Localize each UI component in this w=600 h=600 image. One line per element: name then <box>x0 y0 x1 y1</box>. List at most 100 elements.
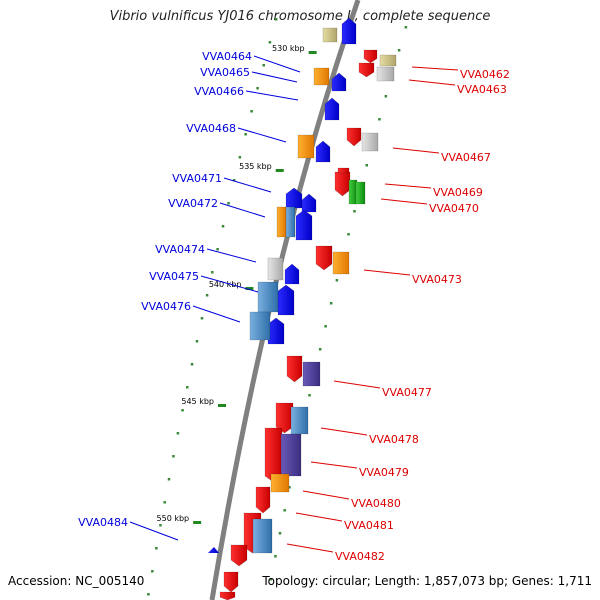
gene-label: VVA0471 <box>172 172 222 185</box>
guide-dot <box>205 294 209 297</box>
gene-label: VVA0473 <box>412 273 462 286</box>
gene-arrow <box>223 571 239 593</box>
summary-text: Topology: circular; Length: 1,857,073 bp… <box>262 574 592 588</box>
gene-leader-line <box>219 202 266 218</box>
gene-arrow <box>363 49 378 64</box>
gene-label: VVA0484 <box>78 516 128 529</box>
gene-arrow <box>315 245 333 271</box>
gene-label: VVA0481 <box>344 519 394 532</box>
guide-dot <box>318 348 322 351</box>
gene-arrow <box>297 134 315 159</box>
guide-dot <box>211 271 214 274</box>
gene-label: VVA0468 <box>186 122 236 135</box>
gene-arrow <box>358 62 375 78</box>
gene-label: VVA0477 <box>382 386 432 399</box>
guide-dot <box>256 87 259 90</box>
map-title: Vibrio vulnificus YJ016 chromosome II, c… <box>109 9 491 24</box>
guide-dot <box>167 478 171 481</box>
guide-dot <box>365 164 368 167</box>
gene-arrow <box>208 547 219 553</box>
gene-label: VVA0472 <box>168 197 218 210</box>
guide-dot <box>288 486 291 489</box>
gene-arrow <box>219 591 236 600</box>
gene-leader-line <box>333 380 381 389</box>
tick-label: 535 kbp <box>239 162 272 171</box>
tick-mark <box>245 287 254 290</box>
gene-arrow <box>355 181 366 205</box>
gene-leader-line <box>302 490 350 500</box>
gene-leader-line <box>363 269 411 276</box>
guide-dot <box>155 547 158 550</box>
gene-arrow <box>313 67 330 86</box>
guide-dot <box>244 133 247 136</box>
gene-leader-line <box>237 127 287 143</box>
gene-label: VVA0464 <box>202 50 252 63</box>
gene-arrow <box>255 486 271 514</box>
guide-dot <box>185 386 189 389</box>
gene-leader-line <box>206 248 257 263</box>
gene-arrow <box>285 206 296 238</box>
gene-label: VVA0467 <box>441 151 491 164</box>
backbone <box>209 0 361 600</box>
gene-arrow <box>295 209 313 241</box>
guide-dot <box>324 325 327 328</box>
guide-dot <box>221 225 225 228</box>
gene-label: VVA0478 <box>369 433 419 446</box>
guide-dot <box>308 394 311 397</box>
gene-label: VVA0469 <box>433 186 483 199</box>
gene-arrow <box>290 406 309 435</box>
tick-label: 545 kbp <box>181 397 214 406</box>
guide-dot <box>216 248 219 251</box>
gene-label: VVA0462 <box>460 68 510 81</box>
gene-arrow <box>322 27 338 43</box>
gene-arrow <box>331 72 347 92</box>
gene-arrow <box>275 402 294 434</box>
gene-arrow <box>302 361 321 387</box>
gene-leader-line <box>320 427 368 436</box>
tick-label: 550 kbp <box>157 514 190 523</box>
guide-dot <box>250 110 253 113</box>
gene-arrow <box>334 171 351 197</box>
gene-arrow <box>379 54 397 67</box>
guide-dot <box>397 49 401 52</box>
gene-layer <box>208 17 397 600</box>
gene-leader-line <box>192 305 241 323</box>
gene-arrow <box>324 97 340 121</box>
guide-dot <box>151 570 154 573</box>
guide-dot <box>232 179 236 182</box>
guide-dot <box>172 455 175 458</box>
gene-label: VVA0474 <box>155 243 205 256</box>
gene-arrow <box>249 311 271 341</box>
gene-leader-line <box>200 275 259 293</box>
gene-label: VVA0466 <box>194 85 244 98</box>
gene-arrow <box>276 206 287 238</box>
gene-label: VVA0479 <box>359 466 409 479</box>
gene-arrow <box>337 167 350 175</box>
guide-dot <box>335 279 339 282</box>
gene-leader-line <box>223 177 272 193</box>
gene-arrow <box>315 140 331 163</box>
gene-leader-line <box>384 183 432 189</box>
gene-label: VVA0465 <box>200 66 250 79</box>
gene-label: VVA0475 <box>149 270 199 283</box>
guide-dot <box>268 41 272 44</box>
gene-arrow <box>332 251 350 275</box>
guide-dot <box>163 501 166 504</box>
gene-arrow <box>284 263 300 285</box>
tick-mark <box>308 51 317 54</box>
guide-dot <box>195 340 199 343</box>
guide-dot <box>262 64 265 67</box>
gene-arrow <box>280 433 302 477</box>
guide-dot <box>378 118 381 121</box>
gene-arrow <box>286 355 303 383</box>
accession-text: Accession: NC_005140 <box>8 574 145 588</box>
gene-leader-line <box>129 521 179 541</box>
guide-dot <box>353 210 356 213</box>
guide-dot <box>274 555 277 558</box>
gene-arrow <box>230 544 248 567</box>
guide-dot <box>227 202 230 205</box>
gene-arrow <box>257 281 279 313</box>
guide-dot <box>347 233 350 236</box>
gene-label: VVA0463 <box>457 83 507 96</box>
